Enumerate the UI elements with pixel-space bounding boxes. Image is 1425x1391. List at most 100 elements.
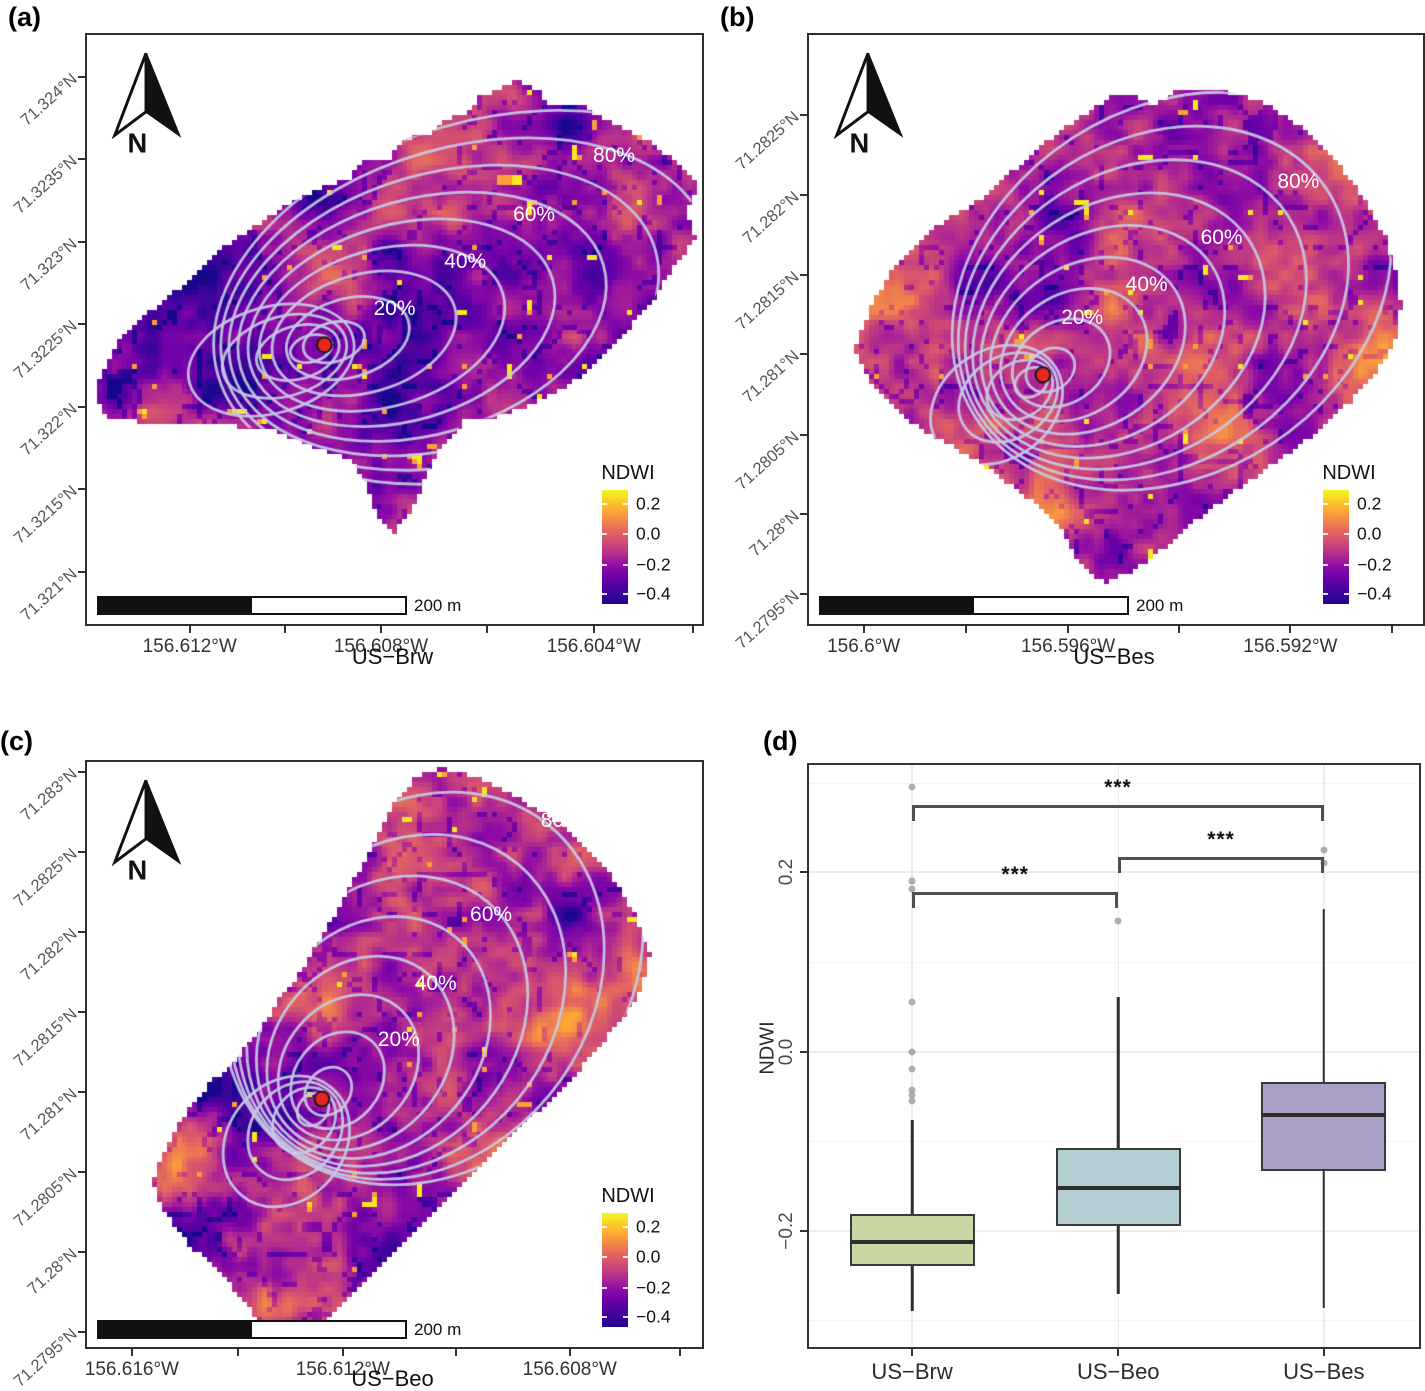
- footprint-contours: [87, 35, 702, 624]
- colorbar-tick-label: 0.2: [636, 493, 661, 514]
- y-axis-tick-label: 71.282°N: [739, 188, 803, 248]
- x-axis-minor-tick: [1178, 626, 1181, 633]
- x-axis-tick-label: 156.616°W: [84, 1359, 179, 1380]
- x-axis-tick: [1067, 626, 1070, 633]
- y-axis-tick: [78, 75, 85, 78]
- significance-label: ***: [1001, 863, 1029, 887]
- contour-label: 80%: [1277, 170, 1320, 194]
- colorbar-tick: [623, 563, 628, 566]
- x-axis-minor-tick: [236, 1349, 239, 1356]
- scale-bar-filled: [821, 598, 974, 613]
- scale-bar-filled: [99, 1322, 252, 1337]
- north-arrow-right-wing: [145, 779, 182, 865]
- colorbar-tick-label: 0.0: [1357, 523, 1382, 544]
- x-axis-tick-label: 156.612°W: [295, 1359, 390, 1380]
- y-axis-tick-label: 71.28°N: [746, 506, 803, 561]
- contour-label: 40%: [414, 972, 457, 996]
- gridline-vertical: [911, 765, 913, 1347]
- contour-label: 80%: [540, 808, 583, 832]
- north-arrow-left-wing: [111, 779, 148, 867]
- map-panel-us-brw: N 200 m NDWI 0.2 0.0 −0.2 −0.4 20% 40% 60% 80%…: [11, 33, 704, 657]
- x-axis-minor-tick: [486, 626, 489, 633]
- footprint-contours: [809, 35, 1423, 624]
- x-axis-tick: [341, 1349, 344, 1356]
- outlier-point: [908, 783, 916, 791]
- significance-label: ***: [1207, 828, 1235, 852]
- x-axis-category-label: US−Brw: [871, 1359, 953, 1384]
- colorbar-tick: [1344, 503, 1349, 506]
- y-axis-tick: [800, 273, 807, 276]
- box-US−Brw: [849, 1213, 975, 1267]
- scale-bar-label: 200 m: [1136, 595, 1184, 615]
- scale-bar: 200 m: [97, 596, 461, 615]
- x-axis-tick: [862, 626, 865, 633]
- y-axis-tick: [78, 770, 85, 773]
- north-arrow-left-wing: [833, 52, 870, 140]
- y-axis-tick: [78, 1330, 85, 1333]
- gridline-major: [809, 1050, 1419, 1053]
- ndwi-legend: NDWI 0.2 0.0 −0.2 −0.4: [1303, 462, 1415, 614]
- y-axis-tick: [78, 851, 85, 854]
- outlier-point: [908, 998, 916, 1006]
- outlier-point: [908, 1097, 916, 1105]
- north-letter: N: [127, 855, 147, 882]
- map-panel-us-bes: N 200 m NDWI 0.2 0.0 −0.2 −0.4 20% 40% 60% 80%…: [733, 33, 1425, 657]
- panel-label-b: (b): [720, 2, 755, 32]
- x-axis-tick-label: 156.592°W: [1243, 636, 1338, 657]
- colorbar-tick: [623, 592, 628, 595]
- box-US−Bes: [1261, 1081, 1387, 1171]
- scale-bar-empty: [252, 1322, 405, 1337]
- colorbar-tick: [623, 1226, 628, 1229]
- y-axis-tick-label: 71.3215°N: [10, 482, 81, 548]
- y-axis-tick: [78, 323, 85, 326]
- contour-label: 60%: [513, 202, 556, 226]
- colorbar-tick: [602, 503, 607, 506]
- y-axis-tick: [78, 570, 85, 573]
- y-axis-title: NDWI: [756, 1021, 779, 1075]
- x-axis-minor-tick: [965, 626, 968, 633]
- ndwi-colorbar: [602, 490, 628, 604]
- x-axis-tick: [1289, 626, 1292, 633]
- y-axis-tick: [78, 240, 85, 243]
- colorbar-tick: [602, 1226, 607, 1229]
- north-arrow-left-wing: [111, 52, 148, 140]
- x-axis-tick: [911, 1349, 914, 1356]
- y-axis-tick-label: −0.2: [776, 1211, 797, 1250]
- y-axis-tick-label: 71.323°N: [17, 234, 81, 295]
- y-axis-tick-label: 71.322°N: [17, 400, 81, 460]
- y-axis-tick: [800, 433, 807, 436]
- colorbar-tick-label: −0.2: [636, 554, 671, 575]
- x-axis-minor-tick: [284, 626, 287, 633]
- y-axis-tick: [78, 406, 85, 409]
- scale-bar-label: 200 m: [414, 1319, 462, 1339]
- colorbar-tick-label: −0.2: [1357, 554, 1392, 575]
- colorbar-tick: [1344, 533, 1349, 536]
- contour-label: 40%: [1125, 273, 1168, 297]
- y-axis-tick-label: 71.28°N: [24, 1245, 81, 1299]
- gridline-major: [809, 871, 1419, 874]
- y-axis-tick: [78, 488, 85, 491]
- ndwi-colorbar: [602, 1213, 628, 1327]
- significance-bracket: ***: [912, 863, 1119, 909]
- y-axis-tick: [78, 1171, 85, 1174]
- gridline-minor: [809, 1320, 1419, 1322]
- north-arrow-icon: N: [833, 52, 904, 155]
- median-line: [849, 1240, 975, 1245]
- x-axis-minor-tick: [1391, 626, 1394, 633]
- x-axis-tick: [188, 626, 191, 633]
- y-axis-tick-label: 71.2815°N: [732, 267, 803, 334]
- gridline-minor: [809, 782, 1419, 784]
- x-axis-tick: [1322, 1349, 1325, 1356]
- north-letter: N: [849, 128, 869, 155]
- x-axis-tick: [592, 626, 595, 633]
- y-axis-tick-label: 71.283°N: [17, 764, 81, 825]
- colorbar-tick: [602, 592, 607, 595]
- colorbar-tick: [623, 1315, 628, 1318]
- x-axis-category-label: US−Beo: [1076, 1359, 1160, 1384]
- y-axis-tick-label: 71.282°N: [17, 925, 81, 985]
- x-axis-minor-tick: [691, 626, 694, 633]
- boxplot-panel: US−Brw US−Beo US−Bes *** *** *** 0.2 0.0 −0.2: [776, 763, 1421, 1384]
- x-axis-tick: [1117, 1349, 1120, 1356]
- colorbar-tick: [602, 1256, 607, 1259]
